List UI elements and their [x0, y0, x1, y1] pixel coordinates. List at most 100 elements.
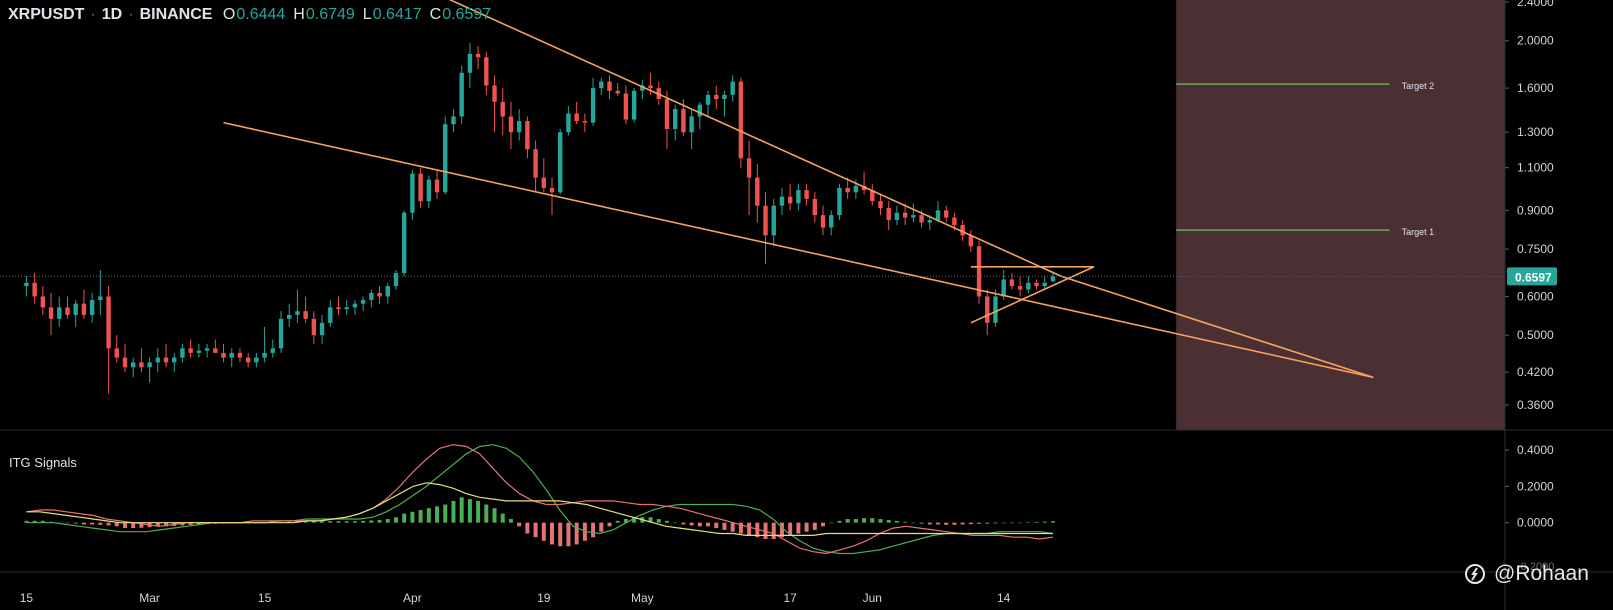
watermark-text: @Rohaan [1494, 562, 1589, 585]
symbol-name[interactable]: XRPUSDT [8, 6, 85, 23]
candle [779, 187, 785, 216]
signal-histogram-bar [927, 522, 932, 525]
candle [287, 303, 292, 327]
candle [976, 240, 982, 304]
signal-histogram-bar [706, 522, 711, 527]
signal-histogram-bar [582, 522, 587, 541]
candle-body [328, 307, 333, 323]
signal-histogram-bar [730, 522, 735, 532]
candle-body [130, 362, 136, 368]
candle [960, 220, 965, 241]
candle-body [155, 357, 161, 363]
indicator-title[interactable]: ITG Signals [9, 455, 77, 470]
candle [500, 88, 505, 136]
signal-histogram-bar [738, 522, 743, 534]
signal-histogram-bar [525, 522, 530, 534]
candle-body [779, 196, 785, 206]
close-value: 0.6597 [442, 6, 492, 23]
candle [812, 192, 818, 223]
candle [574, 101, 579, 125]
price-tick-label: 1.1000 [1517, 161, 1554, 175]
candle [336, 296, 341, 315]
candle [985, 289, 990, 336]
candle [771, 198, 776, 247]
candle-body [697, 104, 703, 117]
low-key: L [362, 6, 372, 23]
candle-body [730, 81, 735, 95]
candle [459, 65, 464, 125]
candle-body [672, 109, 678, 129]
candle-body [533, 149, 538, 178]
signal-histogram-bar [550, 522, 555, 545]
candle [640, 80, 645, 100]
candle [508, 101, 514, 150]
candle-body [944, 210, 949, 218]
candle [533, 140, 538, 193]
candle [73, 300, 78, 327]
candle [319, 314, 325, 344]
candle-body [911, 215, 916, 218]
candle-body [303, 311, 308, 319]
signal-histogram-bar [886, 519, 891, 523]
signal-histogram-bar [533, 522, 538, 538]
candle [130, 357, 136, 378]
candle-body [960, 225, 965, 236]
candle-body [106, 296, 111, 349]
candle-body [65, 307, 70, 315]
target-label: Target 2 [1402, 81, 1435, 91]
signal-histogram-bar [476, 500, 481, 523]
signal-histogram-bar [960, 522, 965, 525]
candle-body [525, 121, 530, 150]
candle-body [139, 362, 144, 368]
indicator-tick-label: 0.0000 [1517, 516, 1554, 530]
candle [590, 77, 596, 126]
candle [525, 116, 530, 159]
candle-body [804, 190, 809, 199]
candle-body [993, 296, 998, 323]
signal-histogram-bar [467, 499, 472, 523]
symbol-header: XRPUSDT · 1D · BINANCE O0.6444 H0.6749 L0.6417… [8, 6, 499, 24]
time-tick-label: Apr [403, 591, 422, 605]
candle [254, 352, 259, 368]
candle [475, 46, 481, 70]
signal-histogram-bar [985, 522, 990, 524]
interval-label[interactable]: 1D [101, 6, 123, 23]
author-logo-icon [1465, 564, 1485, 584]
signal-histogram-bar [131, 522, 136, 529]
candle-body [32, 282, 37, 297]
candle [615, 82, 620, 97]
candle [40, 286, 46, 315]
price-tick-label: 2.4000 [1517, 0, 1554, 9]
close-key: C [429, 6, 442, 23]
time-tick-label: 15 [20, 591, 34, 605]
signal-histogram-bar [755, 522, 760, 538]
trendline [1060, 275, 1374, 379]
candle [180, 343, 185, 363]
candle-body [393, 273, 399, 287]
signal-histogram-bar [894, 520, 899, 523]
candle-body [492, 85, 497, 102]
candle [623, 85, 629, 125]
high-value: 0.6749 [305, 6, 355, 23]
indicator-tick-label: 0.4000 [1517, 443, 1554, 457]
candle-body [878, 201, 883, 208]
candle [163, 343, 169, 368]
signal-histogram-bar [993, 522, 998, 524]
candle-body [689, 116, 694, 133]
candle-body [40, 296, 46, 308]
candle-body [755, 177, 760, 206]
candle [861, 171, 867, 195]
signal-histogram-bar [377, 519, 382, 523]
signal-histogram-bar [196, 522, 201, 525]
candle-body [48, 307, 54, 319]
signal-histogram-bar [98, 522, 103, 525]
candle [393, 269, 399, 290]
candle [155, 348, 161, 373]
signal-histogram-bar [911, 522, 916, 524]
signal-histogram-bar [862, 518, 867, 523]
candle [426, 175, 432, 208]
candle [98, 269, 103, 315]
signal-histogram-bar [566, 522, 571, 547]
candle-body [369, 292, 374, 301]
